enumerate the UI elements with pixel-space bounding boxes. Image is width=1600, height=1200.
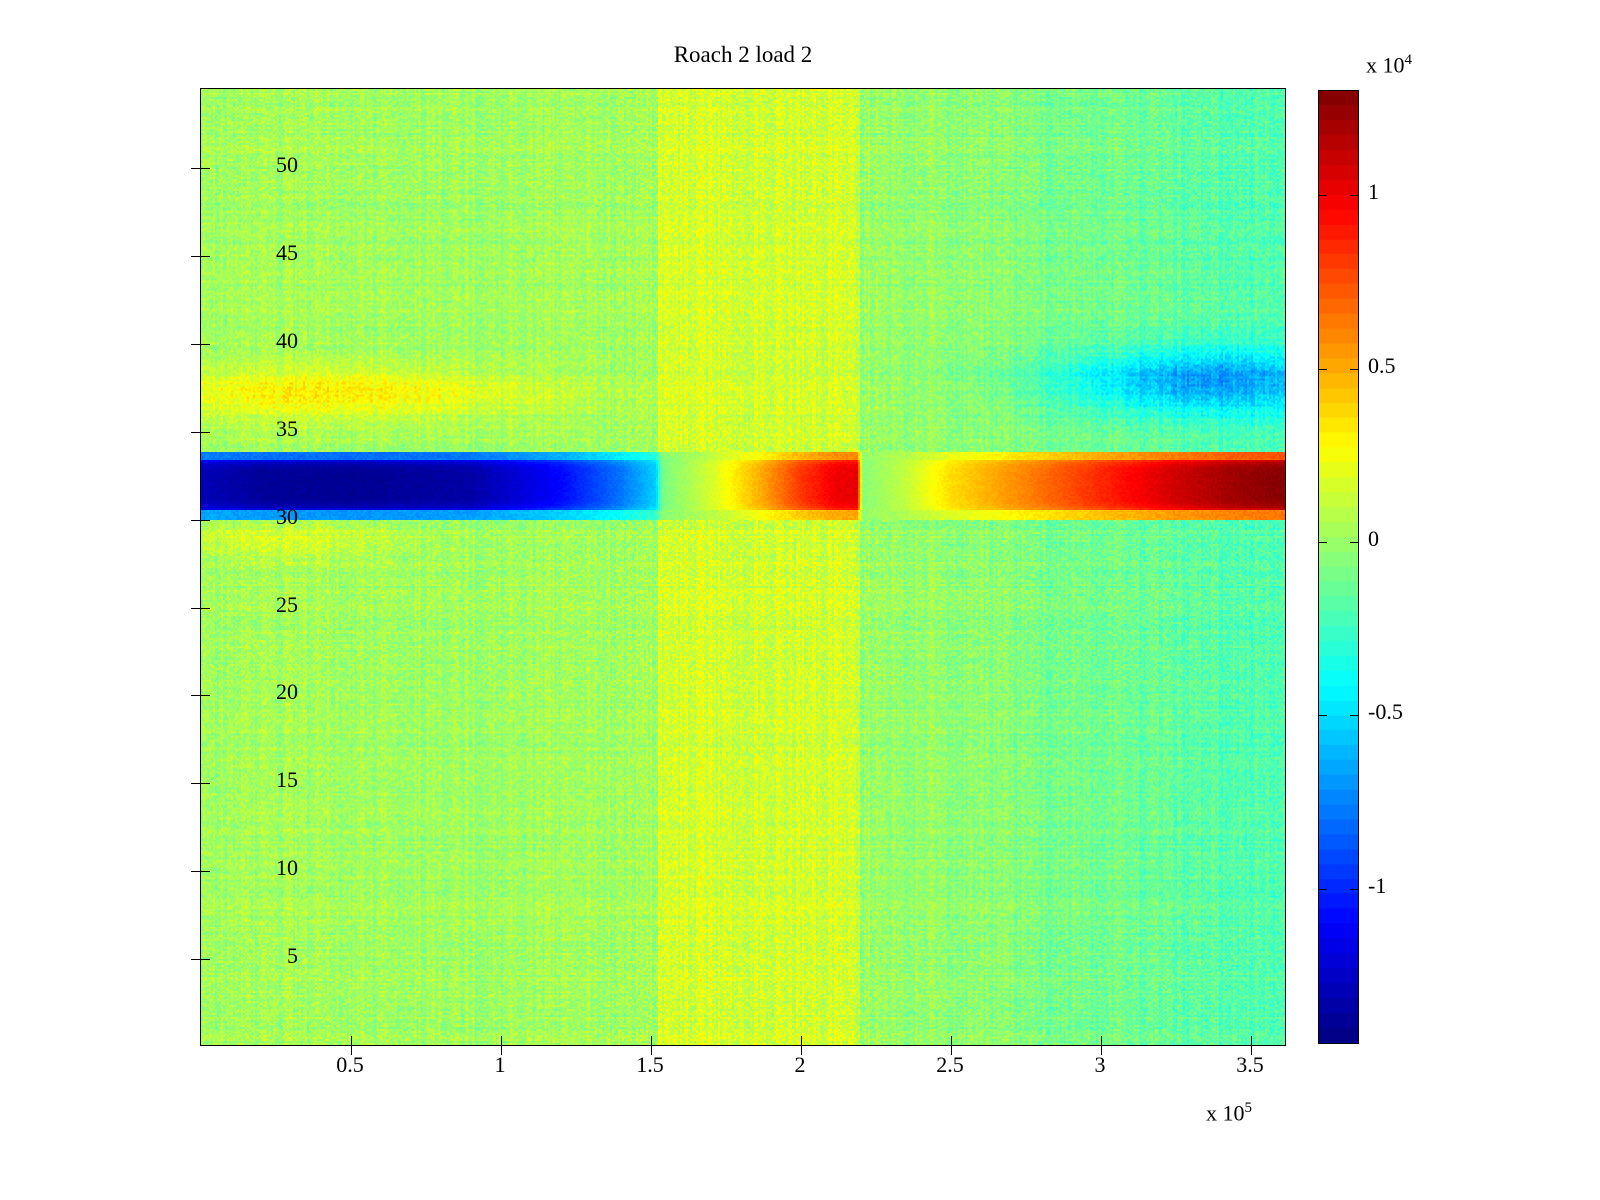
y-tick-mark-inner — [201, 783, 210, 785]
y-tick-label: 25 — [276, 591, 298, 617]
y-tick-mark-inner — [201, 695, 210, 697]
y-tick-mark — [191, 783, 201, 785]
x-tick-mark — [1101, 1045, 1102, 1055]
y-tick-mark — [191, 255, 201, 257]
colorbar-tick-mark-right — [1350, 368, 1358, 370]
x-tick-mark — [651, 1045, 652, 1055]
colorbar-tick-label: -1 — [1368, 872, 1387, 898]
colorbar-tick-mark-right — [1350, 541, 1358, 543]
x-tick-mark-inner — [651, 1036, 652, 1045]
x-tick-label: 3 — [1094, 1052, 1106, 1077]
page-title: Roach 2 load 2 — [673, 42, 813, 67]
y-tick-label: 40 — [276, 327, 298, 353]
x-tick-mark-inner — [951, 1036, 952, 1045]
y-tick-mark-inner — [201, 959, 210, 961]
x-tick-label: 1 — [494, 1052, 506, 1077]
y-tick-label: 45 — [276, 239, 298, 265]
y-tick-label: 50 — [276, 152, 298, 178]
x-tick-mark — [951, 1045, 952, 1055]
y-tick-mark — [191, 431, 201, 433]
y-tick-mark-inner — [201, 607, 210, 609]
colorbar-tick-mark-left — [1319, 368, 1327, 370]
colorbar-exponent-label: x 104 — [1366, 52, 1412, 78]
colorbar-tick-label: 0.5 — [1368, 352, 1396, 378]
colorbar-tick-mark-left — [1319, 195, 1327, 197]
y-tick-mark-inner — [201, 343, 210, 345]
y-tick-mark-inner — [201, 255, 210, 257]
y-tick-mark — [191, 343, 201, 345]
colorbar[interactable] — [1318, 90, 1359, 1044]
x-tick-mark — [801, 1045, 802, 1055]
x-tick-label: 2.5 — [936, 1052, 964, 1077]
y-tick-mark — [191, 168, 201, 170]
colorbar-gradient — [1319, 91, 1358, 1043]
y-tick-mark — [191, 695, 201, 697]
y-tick-label: 30 — [276, 503, 298, 529]
x-tick-mark-inner — [351, 1036, 352, 1045]
y-tick-mark — [191, 871, 201, 873]
y-tick-label: 20 — [276, 679, 298, 705]
x-tick-label: 0.5 — [336, 1052, 364, 1077]
y-tick-mark — [191, 959, 201, 961]
colorbar-tick-label: -0.5 — [1368, 699, 1403, 725]
heatmap-axes[interactable] — [191, 88, 1286, 1055]
y-tick-mark — [191, 607, 201, 609]
y-tick-mark-inner — [201, 871, 210, 873]
x-axis-exponent-label: x 105 — [1206, 1100, 1252, 1126]
x-tick-mark-inner — [1251, 1036, 1252, 1045]
x-tick-label: 1.5 — [636, 1052, 664, 1077]
y-tick-mark-inner — [201, 168, 210, 170]
x-tick-mark — [501, 1045, 502, 1055]
heatmap-image[interactable] — [201, 89, 1285, 1045]
x-tick-mark — [1251, 1045, 1252, 1055]
y-tick-label: 35 — [276, 415, 298, 441]
colorbar-tick-mark-right — [1350, 888, 1358, 890]
x-exponent-mantissa: x 10 — [1206, 1100, 1245, 1126]
x-exponent-power: 5 — [1244, 1100, 1253, 1116]
y-tick-mark — [191, 519, 201, 521]
colorbar-exponent-power: 4 — [1404, 52, 1413, 68]
colorbar-tick-mark-right — [1350, 195, 1358, 197]
x-tick-mark-inner — [801, 1036, 802, 1045]
x-tick-label: 3.5 — [1236, 1052, 1264, 1077]
colorbar-exponent-mantissa: x 10 — [1366, 52, 1405, 78]
y-tick-mark-inner — [201, 519, 210, 521]
y-tick-mark-inner — [201, 431, 210, 433]
colorbar-tick-label: 0 — [1368, 525, 1379, 551]
y-tick-label: 5 — [287, 943, 298, 969]
colorbar-tick-mark-right — [1350, 715, 1358, 717]
colorbar-tick-label: 1 — [1368, 179, 1379, 205]
x-tick-label: 2 — [794, 1052, 806, 1077]
colorbar-tick-mark-left — [1319, 715, 1327, 717]
y-tick-label: 10 — [276, 855, 298, 881]
x-tick-mark-inner — [501, 1036, 502, 1045]
x-tick-mark-inner — [1101, 1036, 1102, 1045]
colorbar-tick-mark-left — [1319, 541, 1327, 543]
colorbar-tick-mark-left — [1319, 888, 1327, 890]
x-tick-mark — [351, 1045, 352, 1055]
y-tick-label: 15 — [276, 767, 298, 793]
